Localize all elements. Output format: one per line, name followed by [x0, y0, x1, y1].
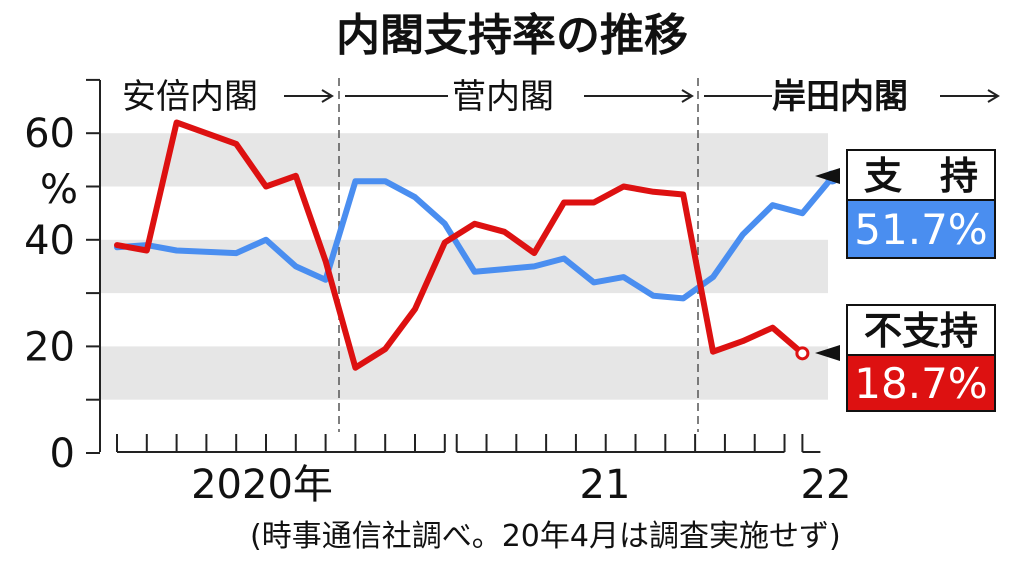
series-lines	[114, 119, 840, 371]
support-line	[114, 174, 836, 302]
era-label-abe: 安倍内閣	[122, 77, 258, 117]
disapproval-label: 不支持	[864, 309, 978, 353]
era-arrowhead-suga	[681, 89, 694, 103]
support-label-box	[846, 149, 996, 201]
y-tick-label: 60	[24, 111, 75, 157]
disapproval-value-box	[846, 354, 996, 412]
disapproval-line	[114, 119, 806, 371]
grid-band	[100, 133, 828, 187]
x-tick-label-21: 21	[580, 462, 631, 508]
disapproval-value: 18.7%	[854, 359, 987, 408]
disapproval-line-endpoint	[795, 346, 810, 361]
era-arrowhead-kishida	[987, 89, 1000, 103]
disapproval-label-box	[846, 304, 996, 356]
y-tick-label: 40	[24, 218, 75, 264]
era-label-kishida: 岸田内閣	[772, 77, 908, 117]
era-arrowhead-abe	[321, 89, 334, 103]
era-labels: 安倍内閣 菅内閣 岸田内閣	[122, 77, 1000, 117]
disapproval-pointer	[815, 345, 840, 361]
x-tick-label-22: 22	[801, 462, 852, 508]
y-unit-label: %	[40, 167, 78, 213]
chart-title: 内閣支持率の推移	[336, 10, 688, 61]
y-tick-label: 0	[50, 431, 75, 477]
support-value: 51.7%	[854, 205, 987, 254]
x-axis	[116, 434, 821, 453]
y-tick-label: 20	[24, 324, 75, 370]
support-pointer	[815, 168, 840, 184]
grid-bands	[100, 133, 828, 400]
era-label-suga: 菅内閣	[452, 77, 554, 117]
y-axis-ticks: 0 20 40 60	[24, 78, 100, 477]
x-tick-label-2020: 2020年	[191, 462, 333, 508]
support-label: 支 持	[864, 154, 978, 198]
grid-band	[100, 346, 828, 400]
source-note: (時事通信社調べ。20年4月は調査実施せず)	[250, 519, 841, 554]
support-value-box	[846, 199, 996, 259]
